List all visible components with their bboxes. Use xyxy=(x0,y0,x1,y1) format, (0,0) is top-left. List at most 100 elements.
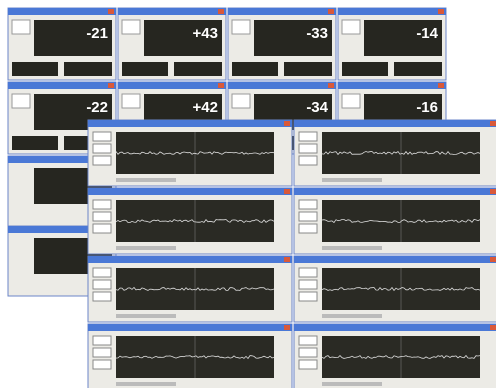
status-bar xyxy=(116,178,176,182)
status-bar xyxy=(322,246,382,250)
side-panel xyxy=(232,94,250,108)
monitor-window: -14 xyxy=(338,8,446,80)
close-button[interactable] xyxy=(490,189,496,194)
close-button[interactable] xyxy=(218,9,224,14)
sub-display xyxy=(64,62,112,76)
side-button[interactable] xyxy=(93,156,111,165)
side-panel xyxy=(122,94,140,108)
title-bar xyxy=(8,82,116,89)
side-button[interactable] xyxy=(299,212,317,221)
close-button[interactable] xyxy=(328,9,334,14)
title-bar xyxy=(228,8,336,15)
side-button[interactable] xyxy=(93,268,111,277)
title-bar xyxy=(88,324,292,331)
close-button[interactable] xyxy=(490,121,496,126)
monitor-window: +43 xyxy=(118,8,226,80)
side-panel xyxy=(342,20,360,34)
close-button[interactable] xyxy=(284,121,290,126)
title-bar xyxy=(88,188,292,195)
side-button[interactable] xyxy=(93,360,111,369)
reading: +42 xyxy=(193,99,218,116)
reading: +43 xyxy=(193,25,218,42)
side-button[interactable] xyxy=(93,200,111,209)
title-bar xyxy=(338,8,446,15)
waveform-window xyxy=(88,256,292,322)
close-button[interactable] xyxy=(490,257,496,262)
title-bar xyxy=(294,120,496,127)
close-button[interactable] xyxy=(490,325,496,330)
side-button[interactable] xyxy=(93,280,111,289)
sub-display xyxy=(394,62,442,76)
title-bar xyxy=(118,8,226,15)
side-panel xyxy=(12,94,30,108)
reading: -34 xyxy=(306,99,328,116)
waveform-window xyxy=(294,256,496,322)
desktop: -21 +43 -33 -14 -22 +42 -34 -16 xyxy=(0,0,496,388)
title-bar xyxy=(338,82,446,89)
monitor-window: -33 xyxy=(228,8,336,80)
title-bar xyxy=(88,120,292,127)
side-panel xyxy=(12,20,30,34)
status-bar xyxy=(116,246,176,250)
side-panel xyxy=(232,20,250,34)
side-button[interactable] xyxy=(93,212,111,221)
reading: -14 xyxy=(416,25,438,42)
sub-display xyxy=(174,62,222,76)
sub-display xyxy=(232,62,278,76)
status-bar xyxy=(116,382,176,386)
reading: -16 xyxy=(416,99,438,116)
waveform-window xyxy=(294,120,496,186)
side-button[interactable] xyxy=(299,268,317,277)
close-button[interactable] xyxy=(438,83,444,88)
side-button[interactable] xyxy=(93,144,111,153)
side-button[interactable] xyxy=(299,144,317,153)
waveform-window xyxy=(88,324,292,388)
side-button[interactable] xyxy=(299,224,317,233)
close-button[interactable] xyxy=(438,9,444,14)
side-button[interactable] xyxy=(299,200,317,209)
close-button[interactable] xyxy=(284,325,290,330)
sub-display xyxy=(122,62,168,76)
status-bar xyxy=(116,314,176,318)
close-button[interactable] xyxy=(218,83,224,88)
sub-display xyxy=(12,62,58,76)
side-button[interactable] xyxy=(93,336,111,345)
side-button[interactable] xyxy=(93,224,111,233)
close-button[interactable] xyxy=(108,83,114,88)
close-button[interactable] xyxy=(108,9,114,14)
title-bar xyxy=(8,8,116,15)
side-button[interactable] xyxy=(93,348,111,357)
title-bar xyxy=(294,256,496,263)
monitor-window: -21 xyxy=(8,8,116,80)
title-bar xyxy=(88,256,292,263)
waveform-window xyxy=(88,120,292,186)
waveform-window xyxy=(88,188,292,254)
close-button[interactable] xyxy=(284,257,290,262)
side-button[interactable] xyxy=(299,348,317,357)
reading: -33 xyxy=(306,25,328,42)
side-button[interactable] xyxy=(299,336,317,345)
waveform-window xyxy=(294,188,496,254)
sub-display xyxy=(284,62,332,76)
title-bar xyxy=(228,82,336,89)
title-bar xyxy=(294,324,496,331)
close-button[interactable] xyxy=(284,189,290,194)
title-bar xyxy=(294,188,496,195)
close-button[interactable] xyxy=(328,83,334,88)
side-button[interactable] xyxy=(299,360,317,369)
status-bar xyxy=(322,314,382,318)
reading: -21 xyxy=(86,25,108,42)
status-bar xyxy=(322,382,382,386)
status-bar xyxy=(322,178,382,182)
side-button[interactable] xyxy=(93,132,111,141)
title-bar xyxy=(118,82,226,89)
side-button[interactable] xyxy=(93,292,111,301)
reading: -22 xyxy=(86,99,108,116)
side-panel xyxy=(342,94,360,108)
sub-display xyxy=(342,62,388,76)
side-button[interactable] xyxy=(299,280,317,289)
side-button[interactable] xyxy=(299,292,317,301)
side-button[interactable] xyxy=(299,156,317,165)
side-button[interactable] xyxy=(299,132,317,141)
screenshot: -21 +43 -33 -14 -22 +42 -34 -16 xyxy=(0,0,496,388)
